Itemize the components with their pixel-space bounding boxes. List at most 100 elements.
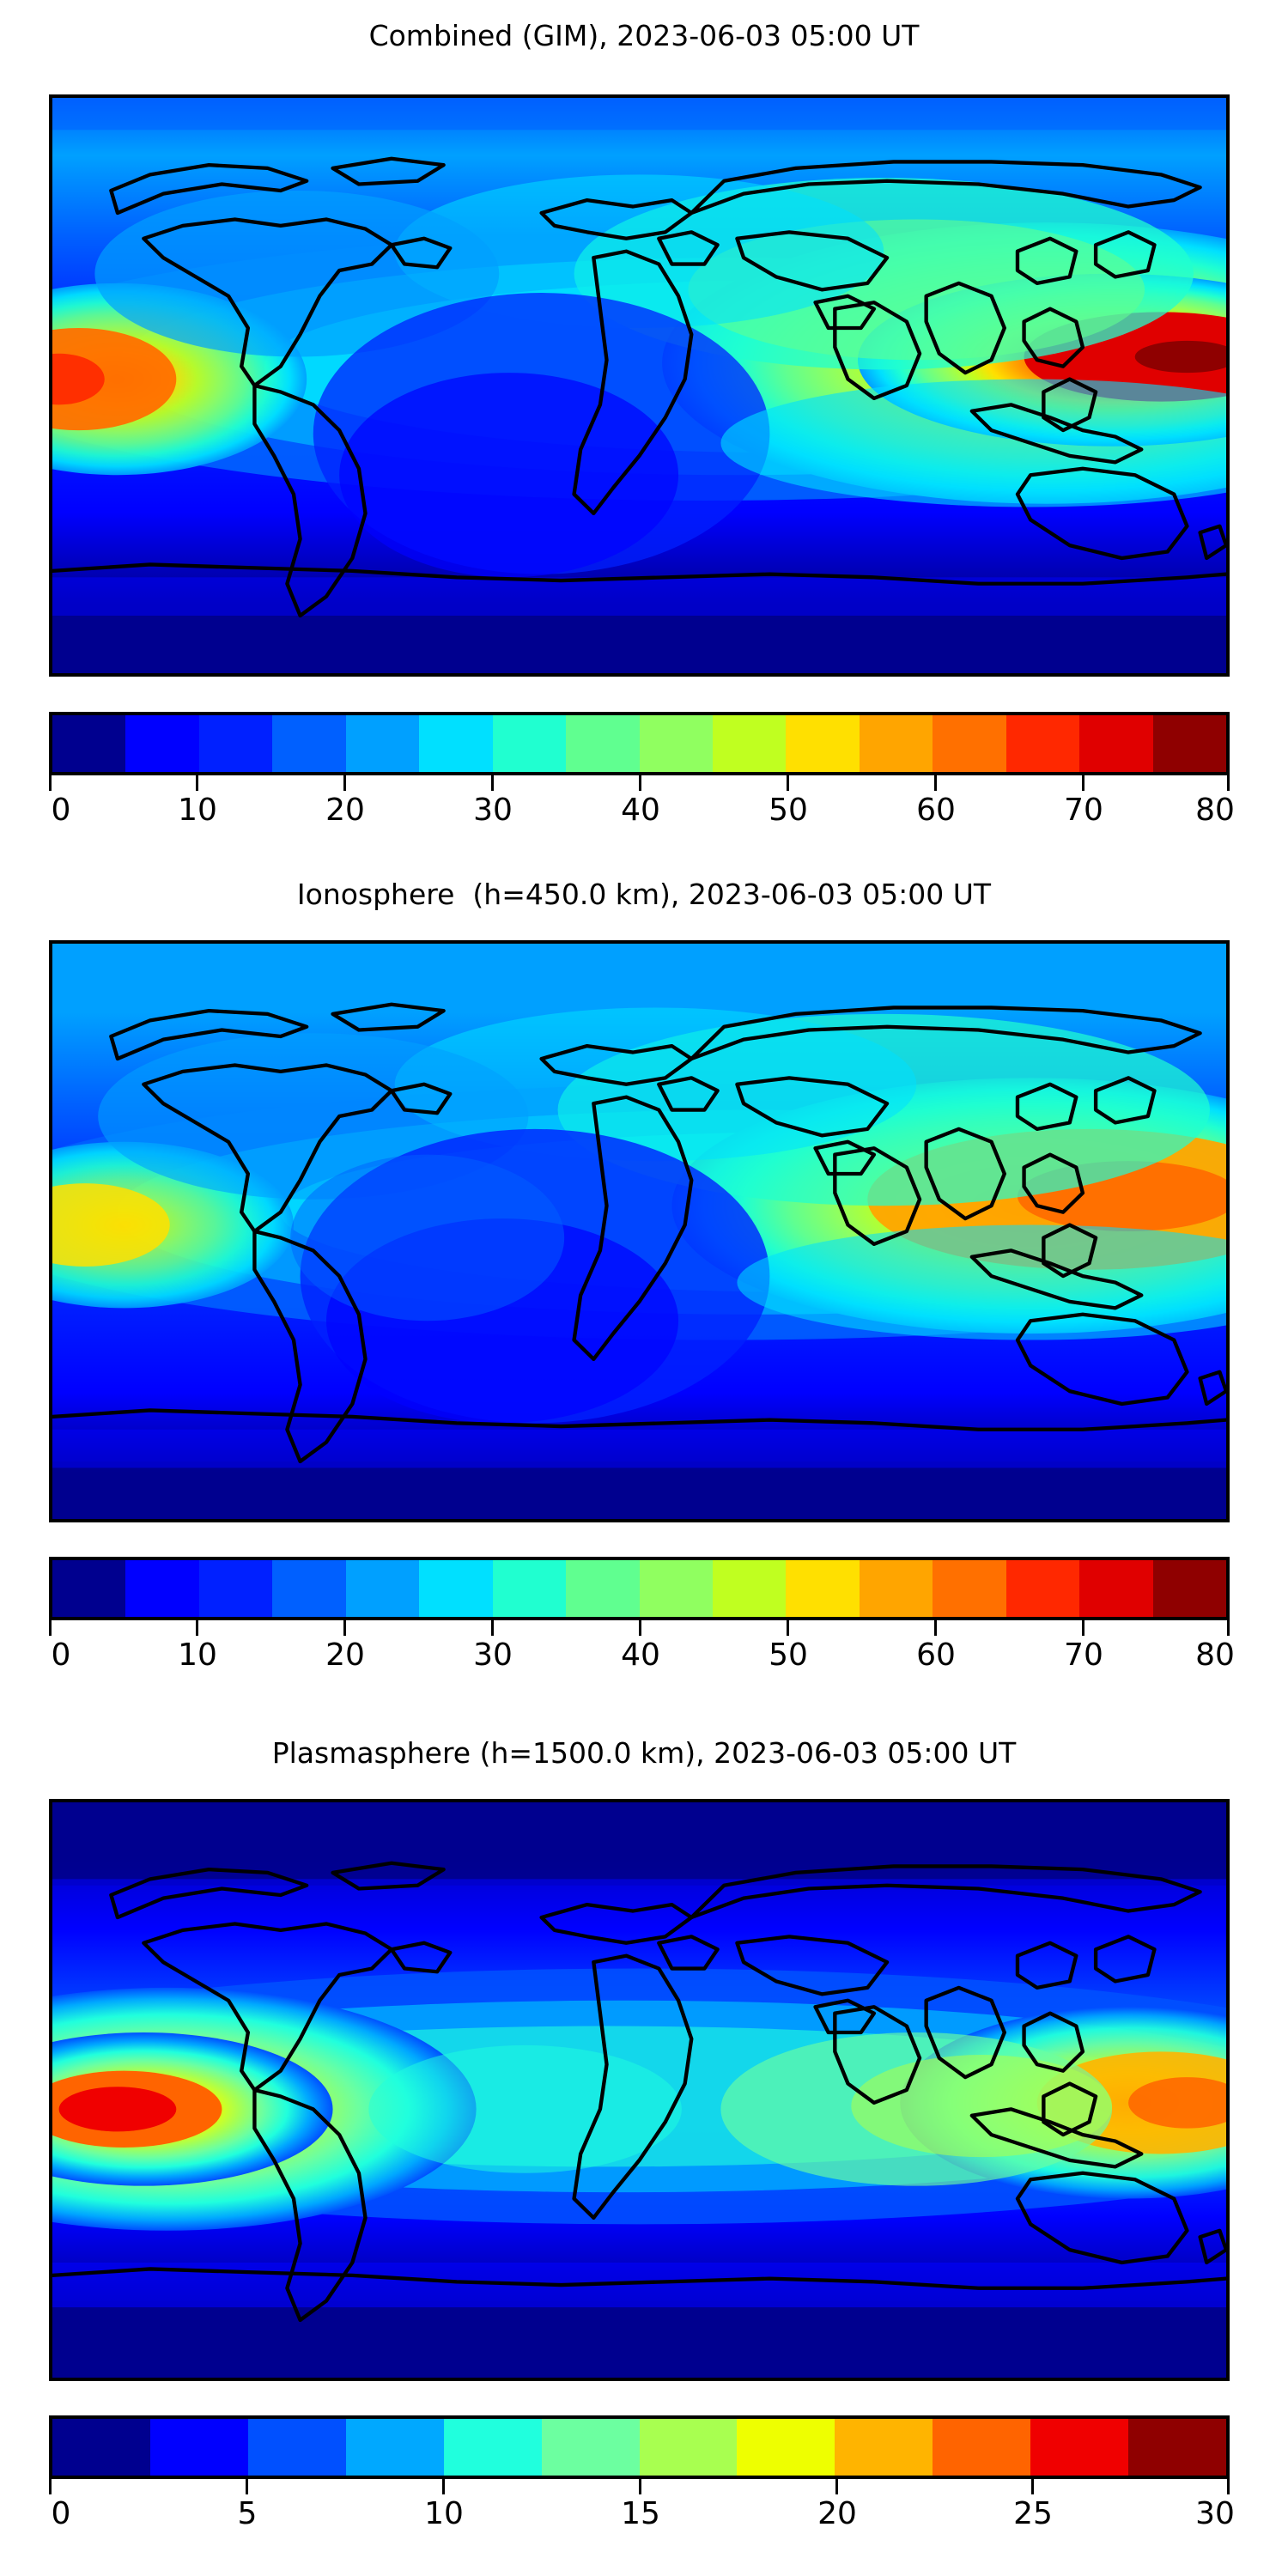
cb1-label-1: 10	[178, 793, 217, 828]
cb1-label-0: 0	[51, 793, 71, 828]
cb2-band-4	[345, 1560, 420, 1617]
cb2-label-1: 10	[178, 1637, 217, 1673]
cb3-label-5: 25	[1013, 2496, 1053, 2531]
map-plasmasphere	[49, 1799, 1230, 2381]
map-combined-gim	[49, 94, 1230, 677]
cb2-band-12	[933, 1560, 1006, 1617]
colorbar-plasmasphere: 0 5 10 15 20 25 30	[49, 2415, 1235, 2540]
cb1-label-4: 40	[621, 793, 660, 828]
cb1-band-9	[712, 715, 787, 772]
cb2-band-8	[639, 1560, 713, 1617]
cb3-band-11	[1128, 2419, 1227, 2476]
panel-title-plasmasphere: Plasmasphere (h=1500.0 km), 2023-06-03 0…	[271, 1736, 1017, 1770]
cb3-label-6: 30	[1195, 2496, 1235, 2531]
cb3-band-5	[541, 2419, 640, 2476]
cb1-label-7: 70	[1064, 793, 1103, 828]
panel-combined-gim: Combined (GIM), 2023-06-03 05:00 UT	[0, 0, 1288, 859]
cb2-label-8: 80	[1195, 1637, 1235, 1673]
coastlines-ionosphere	[52, 1002, 1226, 1464]
cb3-label-1: 5	[237, 2496, 258, 2531]
colorbar-gradient-ionosphere	[49, 1557, 1230, 1620]
colorbar-ticks-ionosphere	[49, 1620, 1230, 1636]
cb2-band-11	[859, 1560, 933, 1617]
cb3-band-6	[639, 2419, 738, 2476]
coastlines-plasmasphere	[52, 1861, 1226, 2323]
map-svg-ionosphere	[52, 944, 1226, 1519]
contour-fill-ionosphere	[52, 944, 1226, 1519]
contour-fill-combined	[52, 98, 1226, 673]
cb2-label-4: 40	[621, 1637, 660, 1673]
cb3-band-8	[835, 2419, 933, 2476]
cb1-band-10	[786, 715, 860, 772]
panel-plasmasphere: Plasmasphere (h=1500.0 km), 2023-06-03 0…	[0, 1717, 1288, 2576]
cb3-label-0: 0	[51, 2496, 71, 2531]
map-svg-combined	[52, 98, 1226, 673]
cb2-band-9	[712, 1560, 787, 1617]
cb2-band-3	[272, 1560, 346, 1617]
colorbar-labels-plasmasphere: 0 5 10 15 20 25 30	[49, 2496, 1235, 2536]
cb1-band-1	[125, 715, 199, 772]
colorbar-gradient-combined	[49, 712, 1230, 775]
cb1-band-3	[272, 715, 346, 772]
cb1-label-2: 20	[325, 793, 365, 828]
cb3-band-7	[737, 2419, 835, 2476]
cb3-label-3: 15	[621, 2496, 660, 2531]
colorbar-combined: 0 10 20 30 40 50 60 70 80	[49, 712, 1235, 836]
panel-title-combined: Combined (GIM), 2023-06-03 05:00 UT	[368, 19, 920, 52]
cb1-label-5: 50	[769, 793, 808, 828]
cb2-label-5: 50	[769, 1637, 808, 1673]
cb3-band-9	[933, 2419, 1031, 2476]
contour-fill-plasmasphere	[52, 1802, 1226, 2378]
colorbar-ionosphere: 0 10 20 30 40 50 60 70 80	[49, 1557, 1235, 1681]
cb2-band-13	[1005, 1560, 1080, 1617]
cb2-label-2: 20	[325, 1637, 365, 1673]
cb1-band-8	[639, 715, 713, 772]
cb1-band-15	[1152, 715, 1226, 772]
cb2-band-7	[566, 1560, 640, 1617]
cb1-band-12	[933, 715, 1006, 772]
cb3-band-0	[52, 2419, 150, 2476]
cb3-band-10	[1030, 2419, 1129, 2476]
cb1-band-0	[52, 715, 126, 772]
cb1-band-7	[566, 715, 640, 772]
cb1-label-3: 30	[473, 793, 513, 828]
cb1-label-8: 80	[1195, 793, 1235, 828]
cb2-label-0: 0	[51, 1637, 71, 1673]
cb1-band-13	[1005, 715, 1080, 772]
cb3-band-3	[345, 2419, 444, 2476]
cb1-band-4	[345, 715, 420, 772]
cb2-band-0	[52, 1560, 126, 1617]
cb2-label-6: 60	[916, 1637, 956, 1673]
coastlines-combined	[52, 156, 1226, 618]
colorbar-gradient-plasmasphere	[49, 2415, 1230, 2479]
colorbar-ticks-plasmasphere	[49, 2479, 1230, 2494]
cb2-band-10	[786, 1560, 860, 1617]
cb3-band-1	[149, 2419, 248, 2476]
panel-title-ionosphere: Ionosphere (h=450.0 km), 2023-06-03 05:0…	[296, 878, 992, 911]
cb1-band-11	[859, 715, 933, 772]
cb2-band-15	[1152, 1560, 1226, 1617]
cb1-label-6: 60	[916, 793, 956, 828]
colorbar-ticks-combined	[49, 775, 1230, 791]
cb1-band-2	[198, 715, 273, 772]
cb3-band-4	[443, 2419, 542, 2476]
cb2-band-1	[125, 1560, 199, 1617]
cb1-band-5	[419, 715, 493, 772]
cb2-band-2	[198, 1560, 273, 1617]
cb3-label-2: 10	[424, 2496, 464, 2531]
cb1-band-6	[492, 715, 567, 772]
colorbar-labels-ionosphere: 0 10 20 30 40 50 60 70 80	[49, 1637, 1235, 1677]
cb1-band-14	[1079, 715, 1153, 772]
map-svg-plasmasphere	[52, 1802, 1226, 2378]
cb2-label-3: 30	[473, 1637, 513, 1673]
colorbar-labels-combined: 0 10 20 30 40 50 60 70 80	[49, 793, 1235, 832]
cb2-band-14	[1079, 1560, 1153, 1617]
map-ionosphere	[49, 940, 1230, 1522]
cb2-band-6	[492, 1560, 567, 1617]
cb3-label-4: 20	[817, 2496, 857, 2531]
cb2-band-5	[419, 1560, 493, 1617]
cb3-band-2	[247, 2419, 346, 2476]
cb2-label-7: 70	[1064, 1637, 1103, 1673]
panel-ionosphere: Ionosphere (h=450.0 km), 2023-06-03 05:0…	[0, 859, 1288, 1717]
